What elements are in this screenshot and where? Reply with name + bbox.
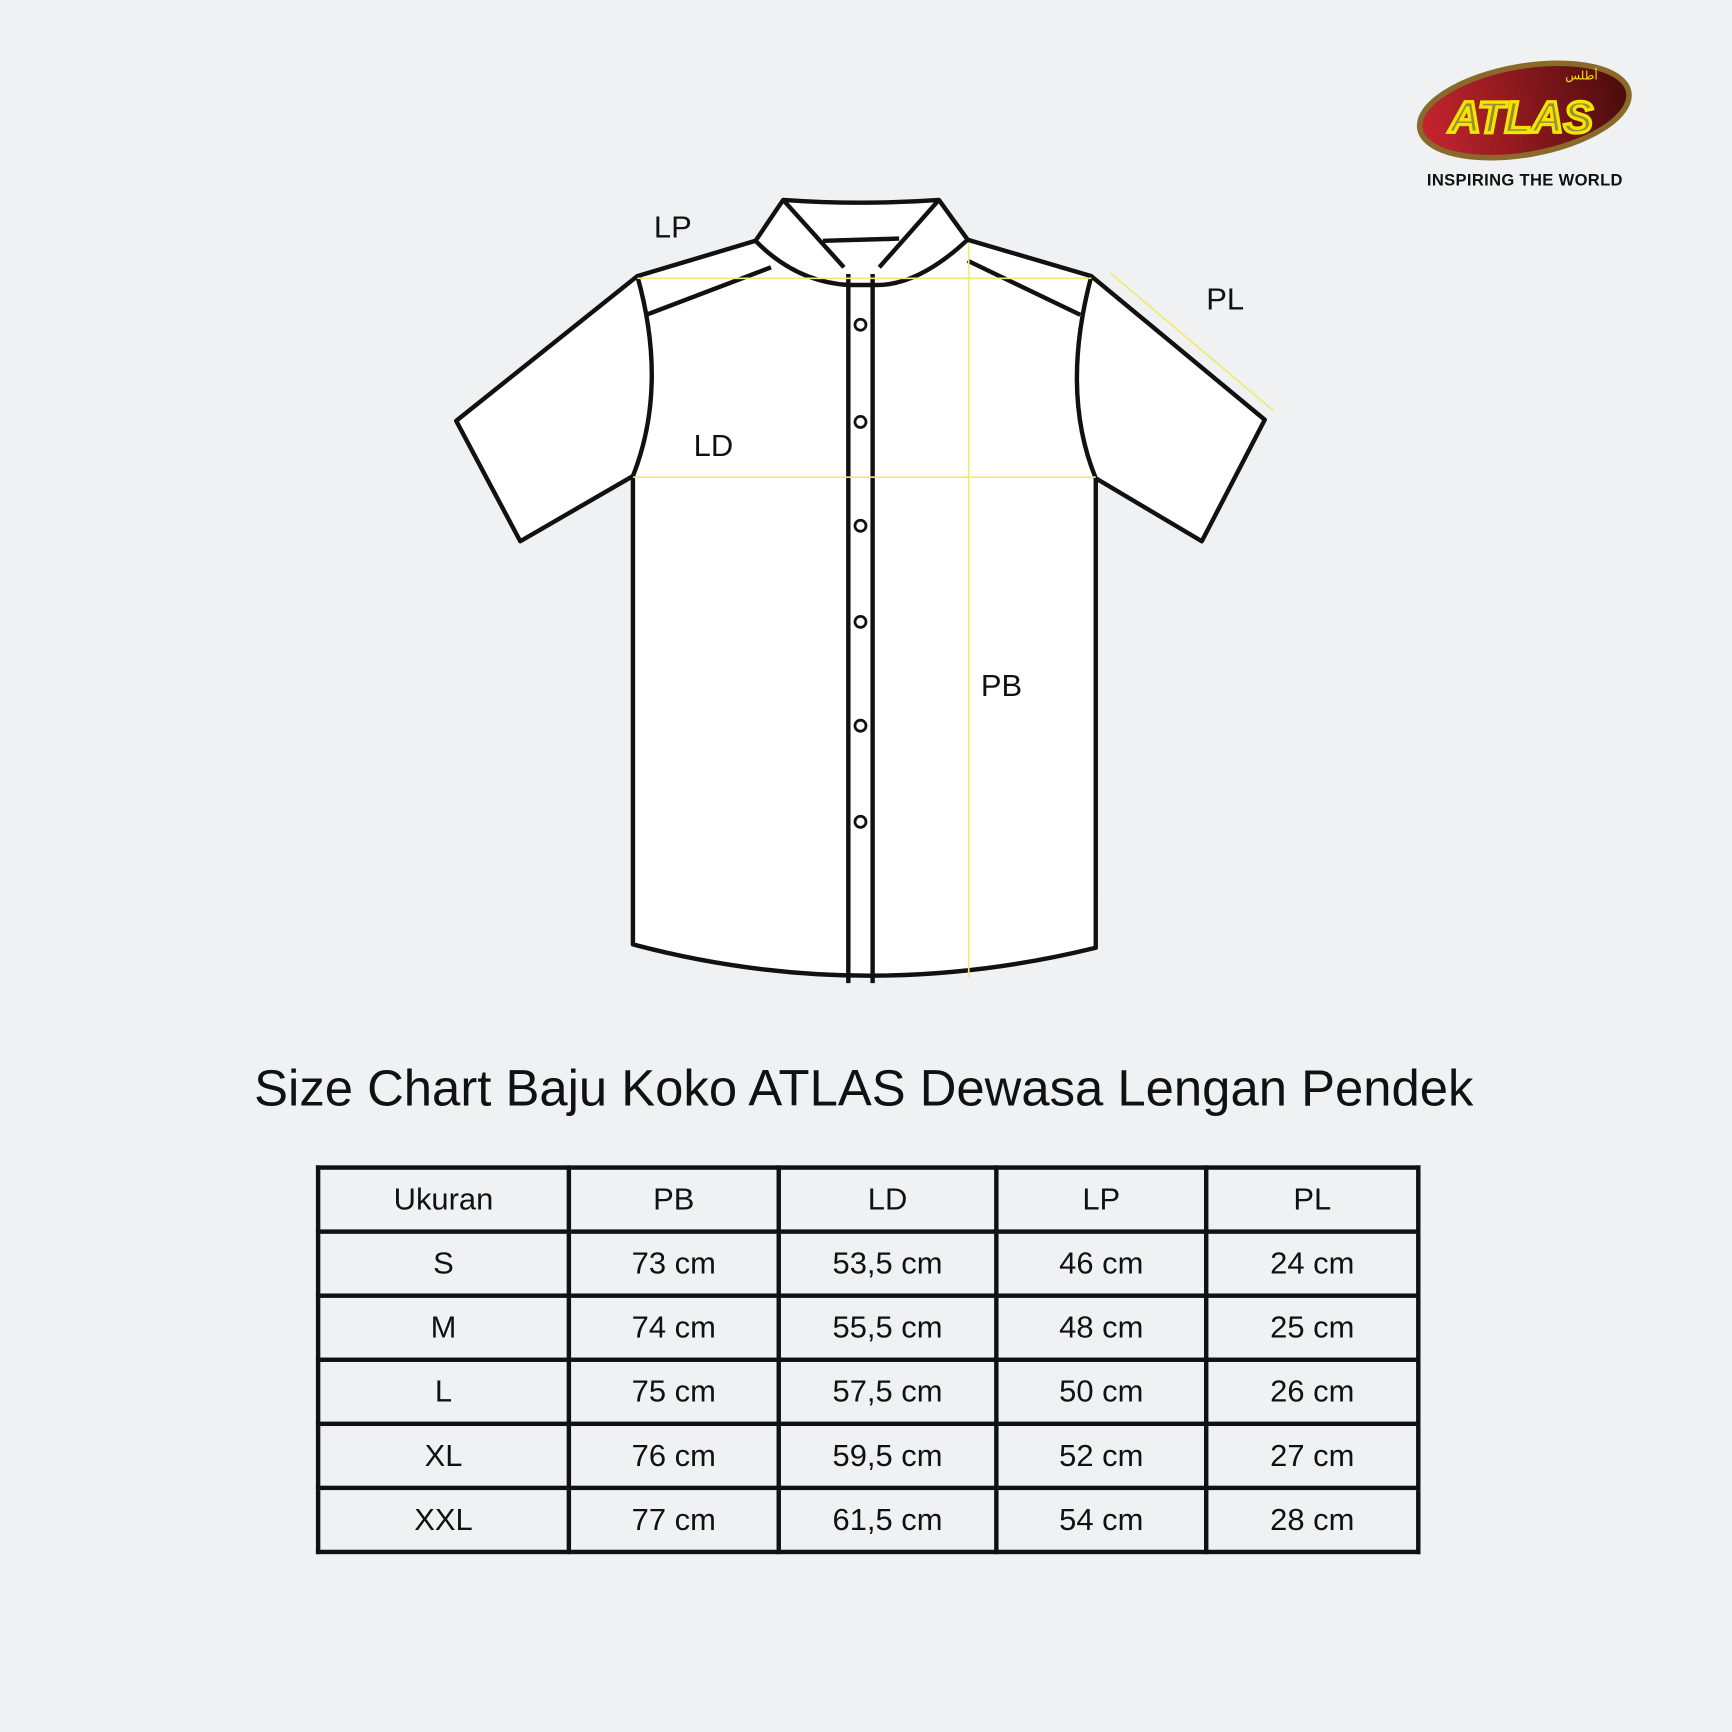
table-cell: 55,5 cm [776,1293,999,1362]
table-cell: 26 cm [1204,1357,1421,1427]
table-cell: 73 cm [566,1229,781,1298]
buttons [853,317,868,829]
table-cell: XL [315,1421,572,1491]
brand-tagline: INSPIRING THE WORLD [1426,171,1623,190]
label-pb: PB [980,668,1023,703]
table-row: S 73 cm 53,5 cm 46 cm 24 cm [315,1229,1421,1298]
label-lp: LP [653,209,692,245]
table-row: XXL 77 cm 61,5 cm 54 cm 28 cm [315,1485,1421,1555]
shirt-diagram [453,197,1275,984]
header-cell: PB [566,1165,781,1234]
table-row: M 74 cm 55,5 cm 48 cm 25 cm [315,1293,1421,1362]
table-cell: 57,5 cm [776,1357,999,1427]
table-cell: 53,5 cm [776,1229,999,1298]
table-cell: M [315,1293,572,1362]
header-cell: Ukuran [315,1165,572,1234]
label-ld: LD [693,428,734,463]
header-cell: LD [776,1165,999,1234]
table-cell: 50 cm [994,1357,1209,1427]
table-cell: 75 cm [566,1357,781,1427]
table-cell: 74 cm [566,1293,781,1362]
atlas-logo: ATLAS أطلس [1416,60,1632,161]
table-row: XL 76 cm 59,5 cm 52 cm 27 cm [315,1421,1421,1491]
table-cell: 52 cm [994,1421,1209,1491]
table-cell: L [315,1357,572,1427]
table-cell: 46 cm [994,1229,1209,1298]
table-cell: 25 cm [1204,1293,1421,1362]
table-cell: 61,5 cm [776,1485,999,1555]
table-cell: 54 cm [994,1485,1209,1555]
page-title: Size Chart Baju Koko ATLAS Dewasa Lengan… [254,1059,1474,1117]
header-cell: LP [994,1165,1209,1234]
table-cell: 24 cm [1204,1229,1421,1298]
table-cell: S [315,1229,572,1298]
table-cell: XXL [315,1485,572,1555]
table-row: L 75 cm 57,5 cm 50 cm 26 cm [315,1357,1421,1427]
table-cell: 48 cm [994,1293,1209,1362]
size-table: Ukuran PB LD LP PL S 73 cm 53,5 cm 46 cm 24 … [315,1165,1421,1555]
table-cell: 76 cm [566,1421,781,1491]
label-pl: PL [1206,281,1245,316]
collar [753,197,970,288]
measure-guides [632,243,1275,978]
header-cell: PL [1204,1165,1421,1234]
svg-text:ATLAS: ATLAS [1448,94,1593,143]
table-header-row: Ukuran PB LD LP PL [315,1165,1421,1234]
svg-text:أطلس: أطلس [1565,68,1598,84]
table-cell: 77 cm [566,1485,781,1555]
table-cell: 27 cm [1204,1421,1421,1491]
table-cell: 28 cm [1204,1485,1421,1555]
table-cell: 59,5 cm [776,1421,999,1491]
shirt-body [453,237,1267,978]
placket [846,273,875,984]
